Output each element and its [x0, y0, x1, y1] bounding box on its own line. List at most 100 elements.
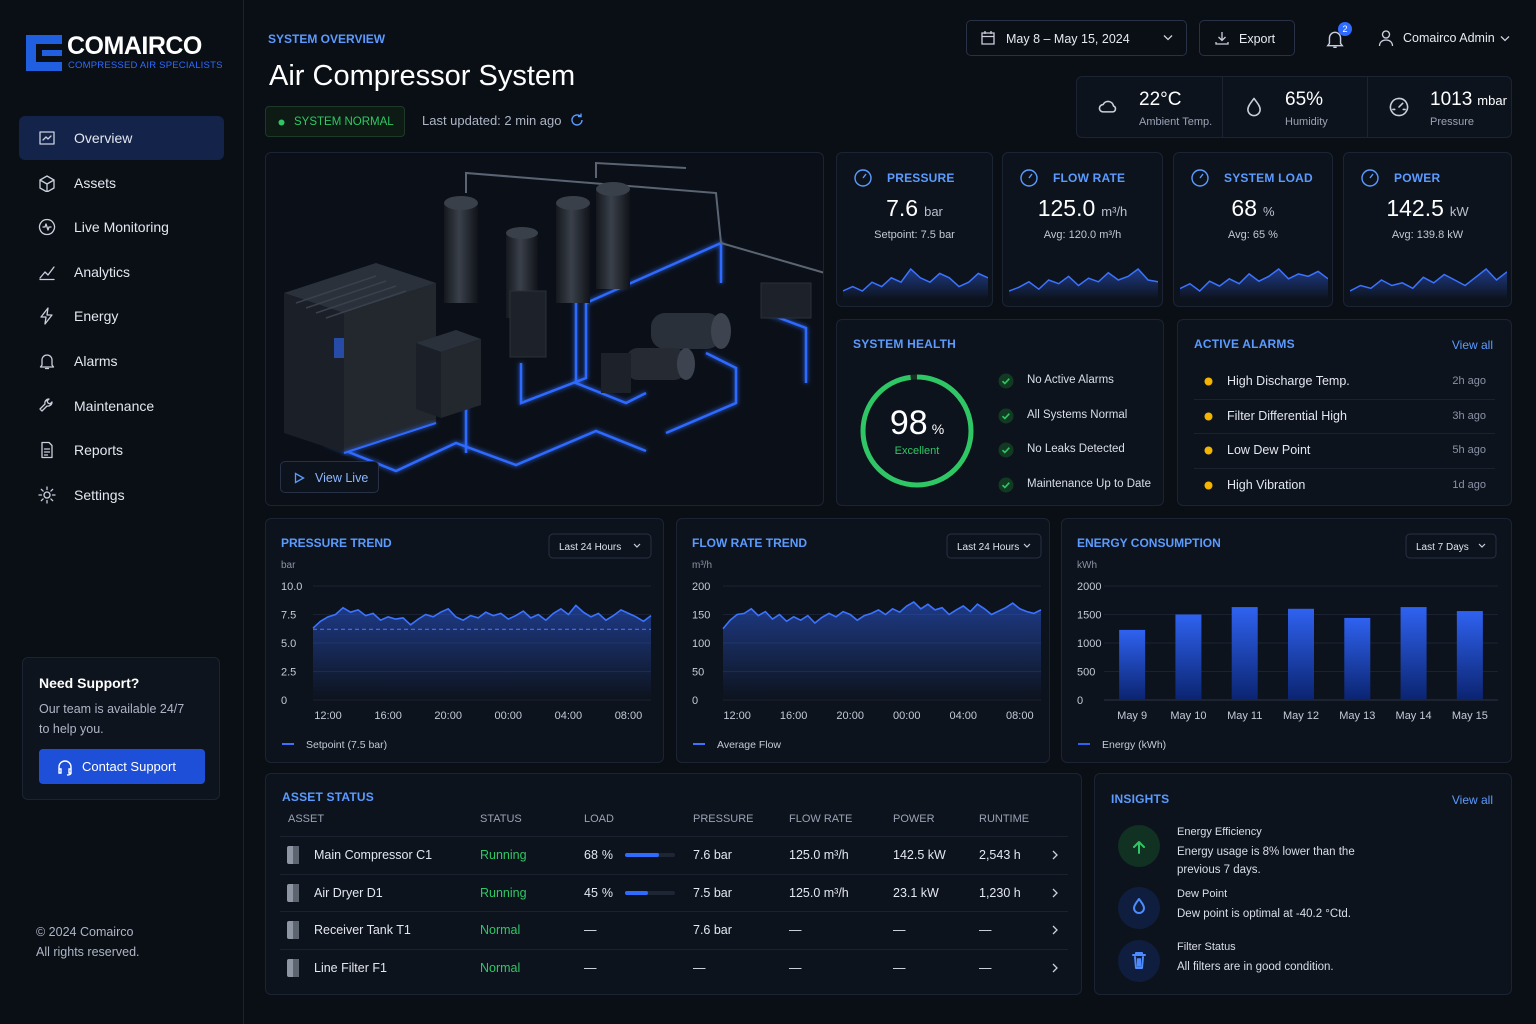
chevron: [1478, 543, 1486, 548]
dryer: [509, 290, 547, 358]
x-tick-label: 00:00: [893, 710, 921, 722]
alarm-time: 3h ago: [1452, 409, 1486, 422]
x-tick-label: 16:00: [780, 710, 808, 722]
bar: [1231, 607, 1258, 700]
y-tick-label: 500: [1077, 667, 1095, 679]
kpi-sub: Avg: 139.8 kW: [1391, 229, 1464, 241]
alarm-name[interactable]: Low Dew Point: [1227, 443, 1311, 457]
alarm-name[interactable]: High Discharge Temp.: [1227, 374, 1350, 388]
nav-item[interactable]: Maintenance: [19, 384, 224, 428]
cell-pressure: 7.6 bar: [693, 848, 732, 862]
insights-panel: INSIGHTS View all Energy Efficiency Energ…: [1094, 773, 1512, 995]
x-tick-label: 04:00: [950, 710, 978, 722]
row-chevron[interactable]: [1051, 888, 1059, 898]
column-header: STATUS: [480, 813, 522, 825]
chevron-path: [1052, 850, 1058, 860]
refresh-icon[interactable]: [569, 112, 585, 128]
view-live-button[interactable]: View Live: [280, 461, 379, 493]
nav-item[interactable]: Alarms: [19, 339, 224, 383]
nav-item[interactable]: Analytics: [19, 250, 224, 294]
date-range[interactable]: May 8 – May 15, 2024: [966, 20, 1187, 56]
calendar-icon: [981, 31, 995, 45]
nav-label: Maintenance: [74, 397, 155, 414]
contact-button[interactable]: Contact Support: [39, 749, 205, 784]
nav-item[interactable]: Live Monitoring: [19, 205, 224, 249]
export-button[interactable]: Export: [1199, 20, 1295, 56]
cell-power: 142.5 kW: [893, 848, 946, 862]
motors: [601, 282, 812, 393]
kpi-sub: Avg: 120.0 m³/h: [1043, 229, 1122, 241]
support-text: Our team is available 24/7 to help you.: [39, 702, 185, 736]
range-label: Last 7 Days: [1416, 542, 1469, 553]
icon-path: [1389, 97, 1409, 117]
kpi-value: 7.6 bar: [837, 195, 992, 222]
row-divider: [1194, 398, 1495, 400]
y-tick-label: 2.5: [281, 667, 296, 679]
range-select[interactable]: [946, 533, 1042, 559]
chevron-path: [1052, 888, 1058, 898]
nav-icon: [38, 486, 56, 504]
column-header: POWER: [893, 813, 935, 825]
weather-unit: mbar: [1477, 93, 1507, 108]
insight-icon: [1118, 887, 1160, 929]
check-text: All Systems Normal: [1027, 408, 1128, 421]
x-tick-label: May 11: [1227, 710, 1262, 722]
weather-value: 1013 mbar: [1430, 89, 1507, 111]
alarm-name[interactable]: Filter Differential High: [1227, 408, 1347, 423]
cabinet-label: [334, 338, 344, 358]
row-chevron[interactable]: [1051, 850, 1059, 860]
x-tick-label: 08:00: [1006, 710, 1034, 722]
support-title: Need Support?: [39, 675, 140, 691]
y-tick-label: 1000: [1077, 638, 1101, 650]
alarm-name[interactable]: High Vibration: [1227, 477, 1306, 492]
alarm-dot: [1204, 377, 1213, 386]
chart: ENERGY CONSUMPTION kWh Last 7 Days 0 500 1000…: [1077, 533, 1498, 751]
check-mark: [1001, 447, 1010, 454]
nav-item[interactable]: Reports: [19, 428, 224, 472]
range-select[interactable]: [548, 533, 652, 559]
chevron-path: [1052, 925, 1058, 935]
insight-text: Energy usage is 8% lower than the previo…: [1177, 846, 1355, 876]
nav-item[interactable]: Assets: [19, 161, 224, 205]
range-label: Last 24 Hours: [957, 542, 1019, 553]
nav-icon: [39, 266, 55, 280]
weather-number: 22°C: [1139, 89, 1182, 110]
area: [313, 605, 651, 700]
icon-ring: [1191, 169, 1209, 187]
brand-tagline: COMPRESSED AIR SPECIALISTS: [68, 60, 223, 71]
x-tick-label: 04:00: [555, 710, 583, 722]
nav-item[interactable]: Settings: [19, 473, 224, 517]
kpi-card: SYSTEM LOAD 68% Avg: 65 %: [1173, 152, 1333, 307]
health-panel: SYSTEM HEALTH 98% Excellent No Active Alar…: [836, 319, 1164, 506]
eyebrow: SYSTEM OVERVIEW: [268, 32, 386, 46]
user-icon: [1378, 30, 1394, 47]
column-header: ASSET: [288, 813, 325, 825]
kpi-unit: %: [1263, 204, 1275, 219]
load-track: [625, 853, 675, 857]
row-chevron[interactable]: [1051, 963, 1059, 973]
user-name[interactable]: Comairco Admin: [1403, 31, 1495, 45]
x-tick-label: 20:00: [434, 710, 462, 722]
cell-power: —: [893, 961, 906, 975]
load-value: 68%: [584, 847, 613, 863]
nav-item[interactable]: Energy: [19, 294, 224, 338]
page-title: Air Compressor System: [269, 60, 576, 92]
column-header: PRESSURE: [693, 813, 754, 825]
alarms-title: ACTIVE ALARMS: [1194, 337, 1295, 351]
row-chevron[interactable]: [1051, 925, 1059, 935]
cell-flow-rate: —: [789, 961, 802, 975]
brand-name: COMAIRCO: [67, 32, 202, 60]
insights-view-all[interactable]: View all: [1451, 793, 1493, 807]
load-bar: [625, 891, 648, 895]
sparkline-line: [1350, 267, 1507, 292]
y-tick-label: 200: [692, 581, 710, 593]
chart-card: ENERGY CONSUMPTION kWh Last 7 Days 0 500 1000…: [1061, 518, 1512, 763]
kpi-unit: kW: [1449, 204, 1469, 219]
nav-item[interactable]: Overview: [19, 116, 224, 160]
bell-icon[interactable]: [1325, 29, 1345, 49]
status-pill: SYSTEM NORMAL: [265, 106, 405, 137]
alarms-view-all[interactable]: View all: [1451, 338, 1493, 352]
range-select[interactable]: [1405, 533, 1497, 559]
check-icon: [998, 477, 1014, 492]
asset-name: Air Dryer D1: [314, 886, 383, 900]
